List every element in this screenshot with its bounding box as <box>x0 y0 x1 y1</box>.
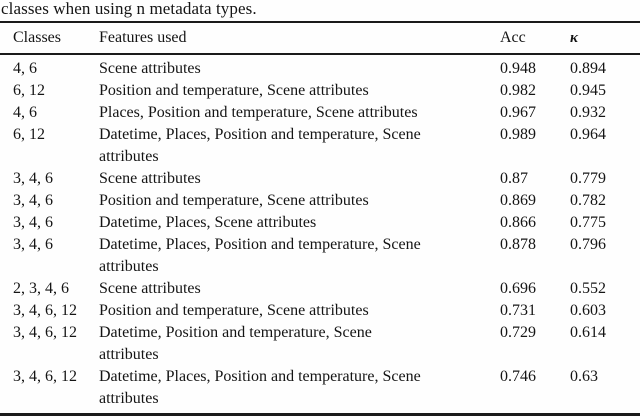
cell-classes: 3, 4, 6 <box>13 214 53 231</box>
cell-features: Datetime, Places, Position and temperatu… <box>99 368 421 407</box>
cell-features: Scene attributes <box>99 280 201 297</box>
cell-acc: 0.982 <box>500 82 536 99</box>
cell-classes: 3, 4, 6 <box>13 170 53 187</box>
cell-classes: 4, 6 <box>13 60 37 77</box>
cell-kappa: 0.796 <box>570 236 606 253</box>
cell-features: Position and temperature, Scene attribut… <box>99 302 369 319</box>
table-row: 3, 4, 6, 12 Datetime, Position and temper… <box>0 322 640 366</box>
table-row: 3, 4, 6, 12 Position and temperature, Sce… <box>0 300 640 322</box>
col-header-kappa: κ <box>570 30 578 46</box>
cell-features: Scene attributes <box>99 170 201 187</box>
cell-kappa: 0.894 <box>570 60 606 77</box>
results-table: Classes Features used Acc κ 4, 6 Scene at… <box>0 21 640 416</box>
cell-kappa: 0.945 <box>570 82 606 99</box>
cell-features: Datetime, Places, Position and temperatu… <box>99 236 421 275</box>
cell-acc: 0.948 <box>500 60 536 77</box>
cell-features: Datetime, Places, Scene attributes <box>99 214 317 231</box>
cell-features: Datetime, Places, Position and temperatu… <box>99 126 421 165</box>
cell-classes: 6, 12 <box>13 82 45 99</box>
cell-acc: 0.878 <box>500 236 536 253</box>
cell-features: Datetime, Position and temperature, Scen… <box>99 324 372 363</box>
cell-acc: 0.989 <box>500 126 536 143</box>
cell-kappa: 0.964 <box>570 126 606 143</box>
cell-features: Position and temperature, Scene attribut… <box>99 82 369 99</box>
col-header-features: Features used <box>99 29 187 46</box>
table-caption: classes when using n metadata types. <box>1 0 257 18</box>
cell-kappa: 0.779 <box>570 170 606 187</box>
cell-kappa: 0.603 <box>570 302 606 319</box>
cell-acc: 0.731 <box>500 302 536 319</box>
cell-acc: 0.967 <box>500 104 536 121</box>
table-row: 4, 6 Places, Position and temperature, Sc… <box>0 102 640 124</box>
table-body: 4, 6 Scene attributes 0.948 0.894 6, 12 Posit… <box>0 55 640 413</box>
cell-classes: 3, 4, 6 <box>13 192 53 209</box>
cell-classes: 3, 4, 6, 12 <box>13 324 77 341</box>
cell-kappa: 0.63 <box>570 368 598 385</box>
table-row: 2, 3, 4, 6 Scene attributes 0.696 0.552 <box>0 278 640 300</box>
cell-features: Position and temperature, Scene attribut… <box>99 192 369 209</box>
table-row: 3, 4, 6 Position and temperature, Scene a… <box>0 190 640 212</box>
cell-kappa: 0.782 <box>570 192 606 209</box>
cell-acc: 0.866 <box>500 214 536 231</box>
table-row: 4, 6 Scene attributes 0.948 0.894 <box>0 58 640 80</box>
table-row: 3, 4, 6 Scene attributes 0.87 0.779 <box>0 168 640 190</box>
cell-classes: 3, 4, 6 <box>13 236 53 253</box>
table-row: 6, 12 Datetime, Places, Position and temp… <box>0 124 640 168</box>
cell-kappa: 0.552 <box>570 280 606 297</box>
cell-classes: 2, 3, 4, 6 <box>13 280 69 297</box>
table-row: 3, 4, 6 Datetime, Places, Position and te… <box>0 234 640 278</box>
col-header-classes: Classes <box>13 29 61 46</box>
cell-acc: 0.746 <box>500 368 536 385</box>
cell-classes: 3, 4, 6, 12 <box>13 302 77 319</box>
cell-kappa: 0.932 <box>570 104 606 121</box>
table-header-row: Classes Features used Acc κ <box>0 23 640 55</box>
cell-acc: 0.696 <box>500 280 536 297</box>
cell-kappa: 0.775 <box>570 214 606 231</box>
cell-classes: 3, 4, 6, 12 <box>13 368 77 385</box>
table-row: 3, 4, 6, 12 Datetime, Places, Position an… <box>0 366 640 410</box>
table-row: 3, 4, 6 Datetime, Places, Scene attribute… <box>0 212 640 234</box>
cell-kappa: 0.614 <box>570 324 606 341</box>
cell-classes: 4, 6 <box>13 104 37 121</box>
cell-features: Scene attributes <box>99 60 201 77</box>
cell-acc: 0.729 <box>500 324 536 341</box>
col-header-acc: Acc <box>500 29 526 46</box>
cell-acc: 0.87 <box>500 170 528 187</box>
cell-classes: 6, 12 <box>13 126 45 143</box>
cell-features: Places, Position and temperature, Scene … <box>99 104 418 121</box>
table-row: 6, 12 Position and temperature, Scene att… <box>0 80 640 102</box>
cell-acc: 0.869 <box>500 192 536 209</box>
